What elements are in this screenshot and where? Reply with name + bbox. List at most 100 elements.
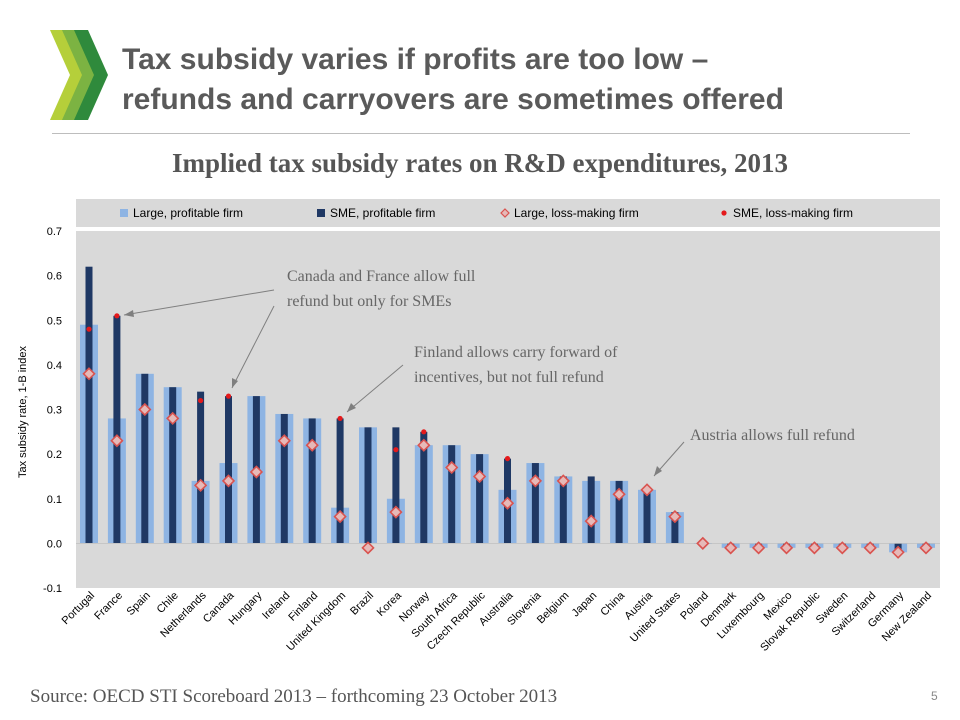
marker-large-loss-china (612, 487, 626, 501)
bar-sme-profitable-netherlands (197, 391, 205, 544)
oecd-logo-icon (50, 30, 108, 120)
marker-large-loss-belgium (556, 474, 570, 488)
annotation-line: Canada and France allow full (287, 268, 476, 285)
x-tick-label: France (92, 590, 125, 623)
x-tick-label: New Zealand (880, 590, 934, 644)
slide-title: Tax subsidy varies if profits are too lo… (122, 40, 942, 120)
marker-large-loss-germany (891, 545, 905, 559)
marker-large-loss-spain (138, 402, 152, 417)
y-tick-label: 0.4 (47, 360, 62, 372)
annotation-finland: Finland allows carry forward of incentiv… (346, 344, 618, 413)
y-tick-label: 0.0 (47, 538, 62, 550)
annotation-canada-france: Canada and France allow full refund but … (123, 268, 476, 389)
marker-large-loss-japan (584, 514, 598, 528)
x-tick-label: Brazil (348, 590, 376, 618)
marker-large-loss-united-kingdom (333, 509, 347, 524)
marker-large-loss-finland (305, 438, 319, 452)
marker-large-loss-new-zealand (919, 541, 933, 555)
arrowhead-icon (654, 466, 662, 476)
marker-sme-loss-canada (225, 393, 232, 399)
legend-swatch (317, 209, 325, 217)
y-tick-label: 0.6 (47, 271, 62, 283)
marker-large-loss-norway (417, 438, 431, 452)
marker-large-loss-czech-republic (472, 469, 487, 484)
x-tick-label: Portugal (60, 590, 97, 627)
marker-sme-loss-norway (421, 429, 427, 435)
arrowhead-icon (347, 403, 356, 412)
marker-large-loss-chile (166, 411, 180, 426)
marker-large-loss-south-africa (445, 460, 459, 475)
marker-large-loss-france (110, 434, 124, 448)
title-divider (52, 133, 910, 134)
marker-sme-loss-france (114, 313, 120, 319)
chart-title: Implied tax subsidy rates on R&D expendi… (171, 148, 789, 178)
markers (82, 313, 933, 559)
chart: Large, profitable firm SME, profitable fi… (17, 199, 940, 654)
marker-large-loss-netherlands (193, 478, 208, 492)
marker-large-loss-canada (221, 474, 236, 488)
slide-title-line1: Tax subsidy varies if profits are too lo… (122, 43, 709, 76)
legend: Large, profitable firm SME, profitable fi… (120, 206, 853, 220)
arrowhead-icon (124, 310, 134, 317)
annotation-austria: Austria allows full refund (653, 427, 855, 477)
annotation-arrow (123, 289, 275, 316)
arrowhead-icon (232, 378, 238, 388)
y-tick-label: 0.5 (47, 315, 62, 327)
legend-swatch (120, 209, 128, 217)
marker-large-loss-united-states (668, 509, 682, 524)
bar-sme-profitable-canada (225, 396, 232, 544)
marker-large-loss-australia (500, 496, 515, 510)
annotation-line: Austria allows full refund (690, 427, 855, 444)
marker-large-loss-ireland (277, 434, 291, 448)
y-tick-label: 0.2 (47, 449, 62, 461)
marker-large-loss-mexico (779, 541, 794, 555)
marker-sme-loss-australia (504, 455, 511, 462)
bar-sme-profitable-united-kingdom (336, 418, 344, 544)
marker-large-loss-sweden (835, 541, 849, 555)
logo-chevron-light (50, 30, 84, 120)
bar-sme-profitable-czech-republic (476, 454, 484, 544)
y-tick-label: 0.1 (47, 494, 62, 506)
legend-swatch (721, 210, 727, 216)
bar-sme-profitable-spain (141, 373, 149, 544)
legend-label: Large, profitable firm (133, 206, 243, 220)
marker-large-loss-poland (696, 536, 710, 551)
bar-sme-profitable-brazil (364, 427, 372, 544)
bar-sme-profitable-portugal (85, 266, 93, 544)
bar-sme-profitable-united-states (671, 512, 679, 544)
y-axis: -0.1 0.0 0.1 0.2 0.3 0.4 0.5 0.6 0.7 (43, 226, 62, 595)
marker-sme-loss-korea (393, 447, 399, 453)
bar-sme-profitable-france (113, 315, 121, 544)
marker-large-loss-portugal (82, 367, 96, 381)
y-tick-label: -0.1 (43, 583, 62, 595)
bar-sme-profitable-norway (420, 431, 428, 544)
legend-label: SME, profitable firm (330, 206, 435, 220)
legend-label: SME, loss-making firm (733, 206, 853, 220)
marker-sme-loss-netherlands (198, 397, 204, 404)
bar-sme-profitable-korea (392, 427, 400, 544)
slide-title-line2: refunds and carryovers are sometimes off… (122, 83, 784, 116)
annotation-line: incentives, but not full refund (414, 369, 604, 386)
annotation-line: Finland allows carry forward of (414, 344, 618, 361)
bar-sme-profitable-finland (308, 418, 316, 544)
marker-large-loss-korea (389, 505, 403, 519)
marker-large-loss-hungary (249, 465, 264, 479)
source-note: Source: OECD STI Scoreboard 2013 – forth… (30, 686, 558, 707)
marker-sme-loss-portugal (86, 326, 92, 332)
marker-large-loss-brazil (361, 541, 375, 555)
y-tick-label: 0.3 (47, 405, 62, 417)
annotation-arrow (231, 305, 275, 389)
bar-sme-profitable-austria (643, 489, 651, 544)
page-number: 5 (931, 689, 938, 703)
legend-label: Large, loss-making firm (514, 206, 639, 220)
marker-large-loss-slovenia (528, 474, 543, 488)
bar-sme-profitable-slovenia (531, 463, 539, 544)
marker-large-loss-slovak-republic (807, 541, 822, 555)
annotation-line: refund but only for SMEs (287, 293, 451, 310)
y-axis-title: Tax subsidy rate, 1-B index (17, 345, 29, 478)
bar-sme-profitable-china (615, 480, 623, 544)
bar-sme-profitable-belgium (559, 476, 567, 544)
x-tick-label: Spain (125, 590, 153, 618)
legend-swatch (500, 208, 510, 218)
